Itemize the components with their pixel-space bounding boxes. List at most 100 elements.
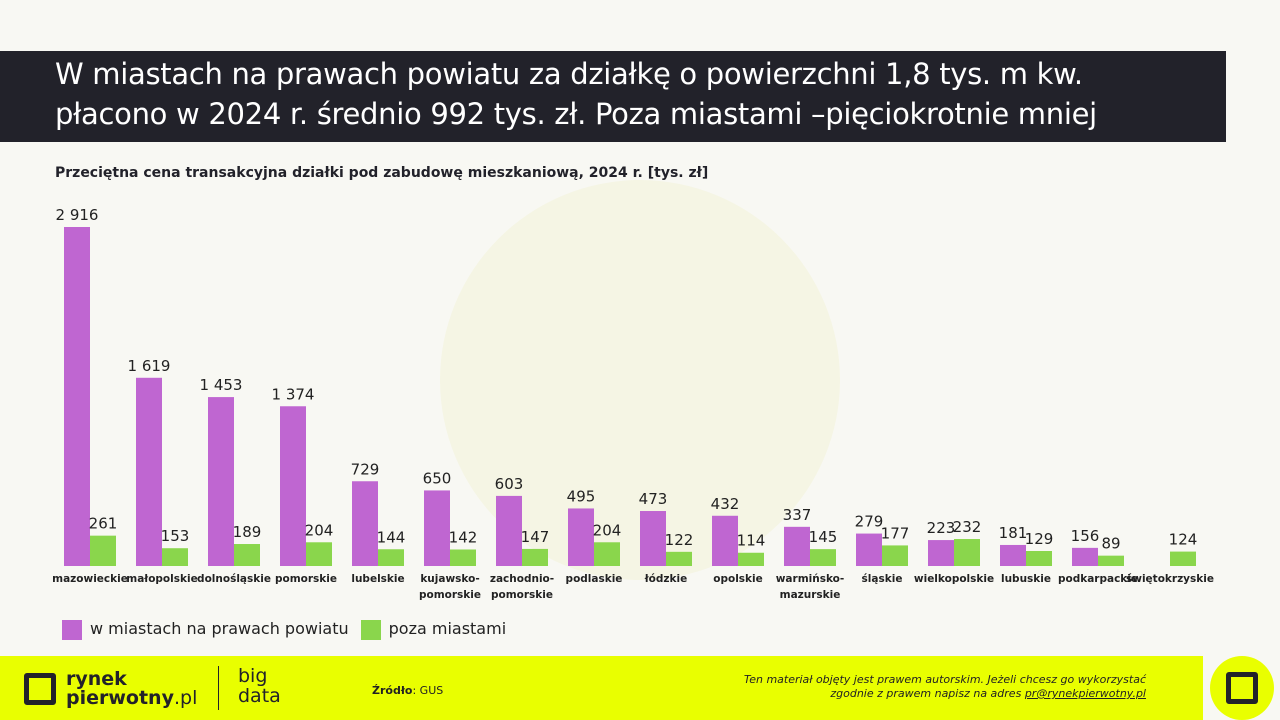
bar-outside	[162, 548, 188, 566]
data-label: 495	[567, 487, 596, 505]
category-label: dolnośląskie	[197, 573, 271, 585]
data-label: 204	[305, 521, 334, 539]
data-label: 114	[737, 532, 766, 550]
data-label: 261	[89, 515, 118, 533]
chart-title: Przeciętna cena transakcyjna działki pod…	[55, 165, 709, 181]
category-label: pomorskie	[275, 573, 337, 585]
category-label: lubelskie	[351, 573, 404, 585]
data-label: 156	[1071, 527, 1100, 545]
category-label: zachodnio-	[490, 573, 554, 585]
bar-city	[568, 508, 594, 566]
data-label: 650	[423, 469, 452, 487]
bar-city	[352, 481, 378, 566]
category-label: wielkopolskie	[914, 573, 994, 585]
bar-outside	[954, 539, 980, 566]
bar-outside	[1170, 551, 1196, 566]
bar-city	[856, 533, 882, 566]
data-label: 177	[881, 524, 910, 542]
data-label: 1 374	[272, 385, 315, 403]
legend-item-outside: poza miastami	[360, 619, 507, 640]
category-label: podkarpackie	[1058, 573, 1138, 585]
bar-city	[424, 490, 450, 566]
bar-outside	[234, 544, 260, 566]
bar-city	[1000, 544, 1026, 566]
bar-chart: 2 916 261 mazowieckie 1 619 153 małopolskie 1 …	[52, 206, 1214, 601]
title-line-1: W miastach na prawach powiatu za działkę…	[55, 57, 1083, 91]
bar-city	[64, 227, 90, 566]
brand-line-2: pierwotny	[66, 687, 174, 709]
category-label: mazurskie	[780, 589, 841, 601]
email-link[interactable]: pr@rynekpierwotny.pl	[1024, 687, 1146, 700]
data-label: 122	[665, 531, 694, 549]
bar-outside	[738, 552, 764, 566]
copyright-note: Ten materiał objęty jest prawem autorski…	[744, 673, 1146, 701]
category-label: kujawsko-	[420, 573, 479, 585]
data-label: 129	[1025, 530, 1054, 548]
category-label: opolskie	[713, 573, 763, 585]
data-label: 147	[521, 528, 550, 546]
legend: w miastach na prawach powiatu poza miast…	[62, 619, 506, 640]
data-label: 729	[351, 460, 380, 478]
footer: rynek pierwotny.pl big data Źródło: GUS Te…	[0, 656, 1203, 720]
corner-logo	[1210, 656, 1274, 720]
title-line-2: płacono w 2024 r. średnio 992 tys. zł. P…	[55, 97, 1097, 131]
category-label: łódzkie	[644, 573, 687, 585]
copyright-line-1: Ten materiał objęty jest prawem autorski…	[743, 673, 1146, 686]
bar-city	[280, 406, 306, 566]
bar-city	[712, 515, 738, 566]
bar-outside	[1098, 555, 1124, 566]
brand-logo: rynek pierwotny.pl	[24, 670, 197, 708]
bar-outside	[450, 549, 476, 566]
data-label: 432	[711, 495, 740, 513]
data-label: 232	[953, 518, 982, 536]
logo-square-icon	[1226, 672, 1258, 704]
data-label: 153	[161, 527, 190, 545]
data-label: 181	[999, 524, 1028, 542]
brand-line-1: rynek	[66, 668, 127, 690]
category-label: małopolskie	[126, 573, 197, 585]
copyright-line-2: zgodnie z prawem napisz na adres	[830, 687, 1025, 700]
data-label: 279	[855, 513, 884, 531]
source-value: : GUS	[412, 684, 444, 697]
category-label: lubuskie	[1001, 573, 1051, 585]
bigdata-line-1: big	[238, 665, 268, 687]
bar-outside	[378, 549, 404, 566]
bar-city	[208, 397, 234, 566]
legend-label-city: w miastach na prawach powiatu	[90, 619, 349, 638]
data-label: 89	[1101, 535, 1120, 553]
data-label: 603	[495, 475, 524, 493]
category-label: mazowieckie	[52, 573, 128, 585]
bar-city	[1072, 547, 1098, 566]
bar-city	[496, 495, 522, 566]
divider	[218, 666, 219, 710]
category-label: podlaskie	[566, 573, 623, 585]
data-label: 473	[639, 490, 668, 508]
bar-city	[928, 540, 954, 566]
data-label: 124	[1169, 531, 1198, 549]
big-data-logo: big data	[238, 666, 281, 706]
source-label: Źródło	[372, 684, 413, 697]
legend-label-outside: poza miastami	[388, 619, 507, 638]
bar-city	[640, 511, 666, 566]
data-label: 2 916	[56, 206, 99, 224]
logo-square-icon	[24, 673, 56, 705]
brand-suffix: .pl	[173, 687, 198, 709]
legend-swatch-outside	[360, 619, 381, 640]
title-banner: W miastach na prawach powiatu za działkę…	[0, 51, 1226, 142]
bar-outside	[666, 551, 692, 566]
bar-outside	[1026, 551, 1052, 566]
legend-item-city: w miastach na prawach powiatu	[62, 619, 349, 640]
legend-swatch-city	[62, 619, 82, 640]
source: Źródło: GUS	[372, 684, 443, 697]
category-label: warmińsko-	[776, 573, 845, 585]
bar-city	[136, 377, 162, 566]
bar-outside	[810, 549, 836, 566]
bar-outside	[522, 548, 548, 566]
bar-outside	[90, 535, 116, 566]
data-label: 189	[233, 523, 262, 541]
bigdata-line-2: data	[238, 685, 281, 707]
data-label: 1 619	[128, 357, 171, 375]
data-label: 337	[783, 506, 812, 524]
category-label: pomorskie	[419, 589, 481, 601]
bar-city	[784, 526, 810, 566]
